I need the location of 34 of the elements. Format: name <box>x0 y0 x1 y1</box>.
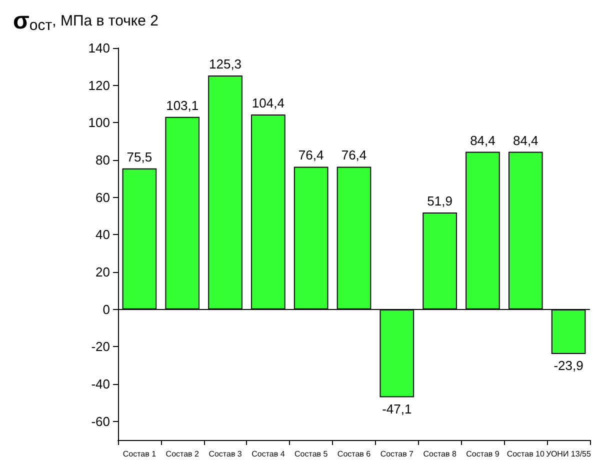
y-tick-label: -40 <box>91 376 110 392</box>
x-tick-label: Состав 5 <box>294 450 328 458</box>
data-label: 125,3 <box>209 56 242 72</box>
data-label: 104,4 <box>252 95 284 110</box>
y-tick-label: 60 <box>96 190 110 205</box>
data-label: 84,4 <box>512 132 538 148</box>
y-tick-label: 80 <box>96 152 110 168</box>
y-tick-label: 100 <box>88 115 110 130</box>
data-label: -23,9 <box>554 358 584 373</box>
x-tick-label: Состав 4 <box>252 450 286 458</box>
y-tick-label: -20 <box>91 339 110 354</box>
x-tick-label: Состав 10 <box>506 450 545 458</box>
x-tick-label: Состав 9 <box>466 450 500 458</box>
data-label: 75,5 <box>126 149 152 164</box>
x-tick-label: Состав 2 <box>166 450 200 458</box>
x-tick-label: Состав 3 <box>208 450 242 458</box>
x-tick-label: УОНИ 13/55 <box>546 450 592 458</box>
chart-title: σост, МПа в точке 2 <box>13 8 159 34</box>
y-tick-label: 0 <box>102 302 110 317</box>
data-label: -47,1 <box>382 401 412 416</box>
y-tick-label: 40 <box>96 227 110 242</box>
data-label: 76,4 <box>298 148 324 163</box>
data-label: 84,4 <box>470 132 496 148</box>
data-label: 103,1 <box>166 98 199 113</box>
x-tick-label: Состав 1 <box>122 450 157 458</box>
x-tick-label: Состав 7 <box>380 450 414 458</box>
y-tick-label: 120 <box>88 78 110 93</box>
x-tick-label: Состав 6 <box>337 450 372 458</box>
y-tick-label: -60 <box>91 414 110 429</box>
data-label: 51,9 <box>427 193 452 208</box>
y-tick-label: 140 <box>88 40 110 56</box>
x-tick-label: Состав 8 <box>423 450 457 458</box>
y-tick-label: 20 <box>96 264 110 280</box>
data-label: 76,4 <box>341 148 367 163</box>
